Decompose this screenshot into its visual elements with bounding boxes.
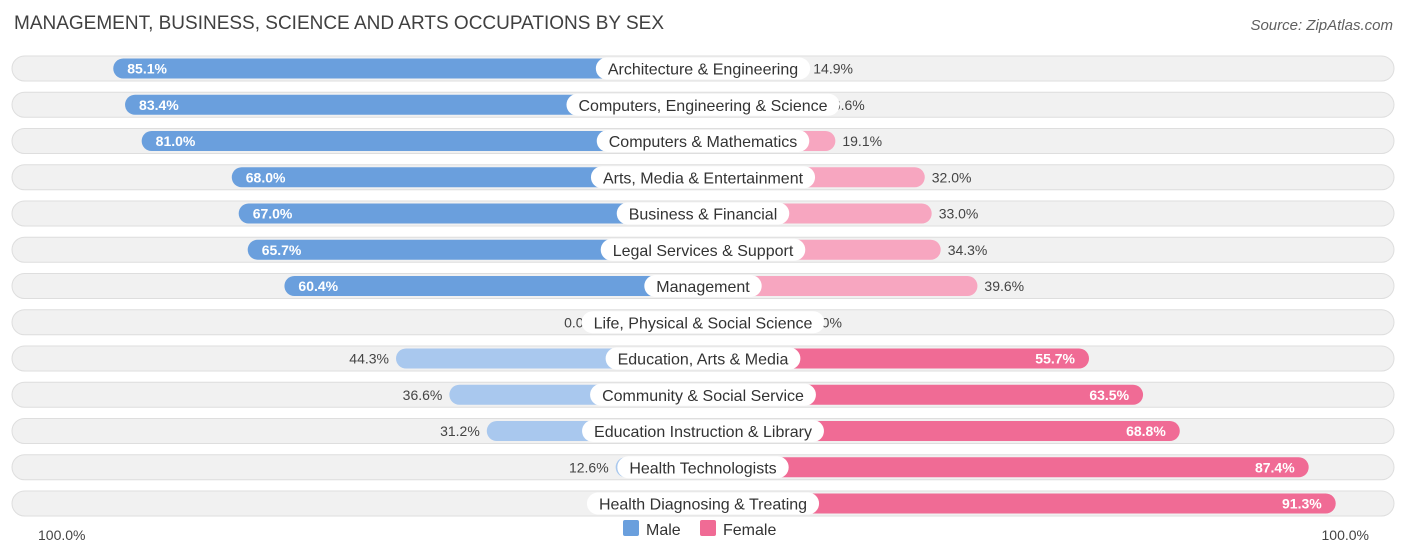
category-label-pill <box>644 275 762 297</box>
female-bar <box>703 457 1309 478</box>
category-label: Business & Financial <box>629 207 778 224</box>
category-label-pill <box>605 347 801 370</box>
category-label-pill <box>616 202 790 225</box>
female-value-label: 91.3% <box>1282 496 1322 512</box>
male-legend-swatch <box>623 520 639 536</box>
category-label: Legal Services & Support <box>613 243 794 260</box>
category-label-pill <box>581 311 825 334</box>
male-bar <box>113 58 703 79</box>
category-label: Education, Arts & Media <box>618 352 789 369</box>
category-label-pill <box>590 383 816 406</box>
category-label-pill <box>595 57 811 80</box>
legend: Male Female <box>623 520 776 539</box>
axis-right-label: 100.0% <box>1322 527 1369 543</box>
female-value-label: 39.6% <box>984 278 1024 294</box>
category-label: Arts, Media & Entertainment <box>603 170 804 187</box>
male-value-label: 44.3% <box>349 351 389 367</box>
male-bar <box>141 131 704 151</box>
category-label: Computers & Mathematics <box>609 134 798 151</box>
male-bar <box>125 94 703 115</box>
female-value-label: 32.0% <box>932 169 972 185</box>
female-bar <box>703 493 1336 514</box>
category-label: Community & Social Service <box>602 388 804 405</box>
male-value-label: 67.0% <box>253 206 293 222</box>
male-value-label: 65.7% <box>262 242 302 258</box>
category-label: Management <box>656 279 750 296</box>
female-value-label: 33.0% <box>939 206 979 222</box>
category-label-pill <box>600 238 806 261</box>
category-label-pill <box>596 130 810 152</box>
male-value-label: 83.4% <box>139 97 179 113</box>
female-value-label: 68.8% <box>1126 423 1166 439</box>
male-bar <box>247 239 703 260</box>
category-label: Health Technologists <box>629 460 776 477</box>
female-legend-label: Female <box>723 522 776 539</box>
chart-rows: 85.1% 14.9% Architecture & Engineering 83.4… <box>11 55 1395 517</box>
male-bar <box>238 203 703 224</box>
female-bar <box>703 276 978 296</box>
male-value-label: 60.4% <box>298 278 338 294</box>
female-bar <box>703 348 1090 369</box>
male-value-label: 36.6% <box>403 387 443 403</box>
female-value-label: 19.1% <box>842 133 882 149</box>
female-value-label: 34.3% <box>948 242 988 258</box>
category-label: Health Diagnosing & Treating <box>599 497 807 514</box>
category-label-pill <box>582 420 824 442</box>
category-label: Life, Physical & Social Science <box>594 315 813 332</box>
male-value-label: 31.2% <box>440 423 480 439</box>
female-value-label: 63.5% <box>1089 387 1129 403</box>
male-bar <box>284 276 703 296</box>
category-label-pill <box>566 93 840 116</box>
category-label: Computers, Engineering & Science <box>578 98 827 115</box>
axis-left-label: 100.0% <box>38 527 85 543</box>
category-label: Education Instruction & Library <box>594 424 812 441</box>
male-bar <box>231 167 703 188</box>
category-label-pill <box>586 492 820 515</box>
category-label: Architecture & Engineering <box>608 62 798 79</box>
female-value-label: 87.4% <box>1255 459 1295 475</box>
category-label-pill <box>617 456 789 479</box>
male-legend-label: Male <box>646 522 681 539</box>
male-value-label: 85.1% <box>127 61 167 77</box>
male-value-label: 12.6% <box>569 459 609 475</box>
category-label-pill <box>590 166 816 189</box>
male-value-label: 68.0% <box>246 169 286 185</box>
female-legend-swatch <box>700 520 716 536</box>
chart-source: Source: ZipAtlas.com <box>1250 17 1393 34</box>
female-value-label: 55.7% <box>1035 351 1075 367</box>
male-value-label: 81.0% <box>156 133 196 149</box>
female-value-label: 14.9% <box>813 61 853 77</box>
chart-title: MANAGEMENT, BUSINESS, SCIENCE AND ARTS O… <box>14 13 664 34</box>
